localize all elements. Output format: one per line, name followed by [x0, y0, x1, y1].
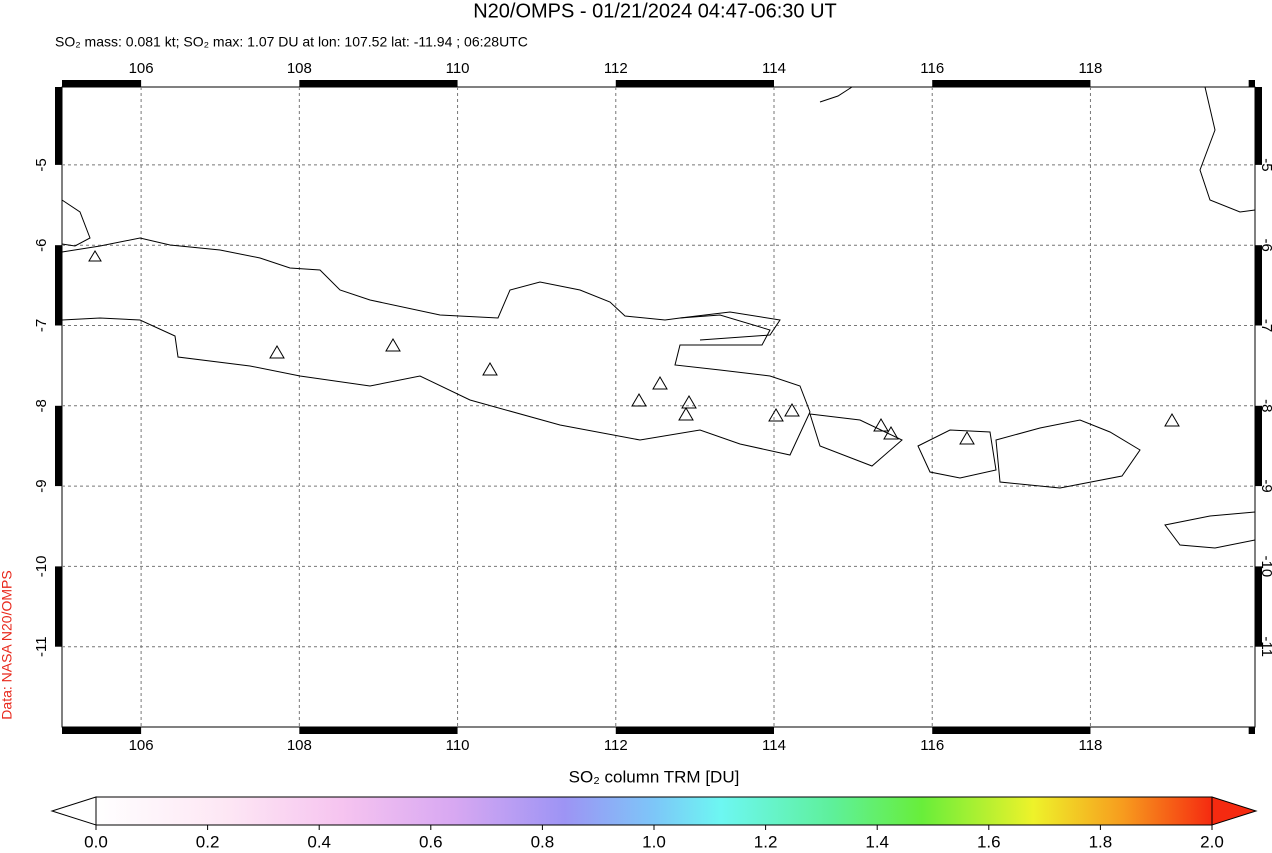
frame-bar: [55, 87, 62, 165]
lat-tick-label: -7: [1258, 319, 1272, 332]
java-coast: [61, 237, 811, 456]
lon-tick-label: 112: [604, 737, 628, 754]
colorbar-tick-label: 0.2: [196, 832, 220, 851]
lat-tick-label: -11: [33, 636, 50, 657]
flores-coast: [1164, 511, 1256, 549]
map-frame: [61, 86, 1256, 728]
lon-tick-label: 114: [762, 737, 786, 754]
lon-tick-label: 118: [1078, 737, 1102, 754]
lat-tick-label: -9: [33, 479, 50, 492]
title: N20/OMPS - 01/21/2024 04:47-06:30 UT: [473, 0, 837, 22]
lon-tick-label: 108: [287, 737, 312, 754]
colorbar-over: [1211, 796, 1258, 826]
colorbar-tick-label: 0.0: [84, 832, 108, 851]
colorbar-tick-label: 0.8: [531, 832, 555, 851]
frame-bar: [615, 727, 775, 734]
frame-bar: [1255, 87, 1262, 165]
lon-tick-label: 110: [446, 737, 470, 754]
lon-tick-label: 118: [1078, 60, 1102, 77]
lat-tick-label: -6: [1258, 239, 1272, 252]
frame-bar: [1255, 566, 1262, 647]
frame-bar: [55, 405, 62, 487]
frame-bar: [615, 80, 775, 87]
frame-bar: [55, 245, 62, 326]
bali-coast: [809, 413, 903, 467]
frame-bar: [932, 727, 1091, 734]
sumatra-coast: [61, 199, 91, 247]
lon-tick-label: 110: [446, 60, 470, 77]
colorbar-tick-label: 1.8: [1089, 832, 1113, 851]
lon-tick-label: 106: [129, 737, 154, 754]
madura-coast: [679, 311, 781, 341]
frame-bar: [299, 727, 458, 734]
frame-bar: [1255, 245, 1262, 326]
volcano: [88, 250, 1180, 445]
lat-tick-label: -11: [1258, 636, 1272, 657]
lon-tick-label: 116: [920, 60, 944, 77]
volcanoes: [88, 250, 1180, 445]
colorbar-tick-label: 0.6: [419, 832, 443, 851]
colorbar-label: SO₂ column TRM [DU]: [569, 767, 740, 786]
coastlines: [61, 86, 1256, 549]
colorbar-tick-label: 2.0: [1200, 832, 1224, 851]
frame-bar: [299, 80, 458, 87]
frame-bar: [62, 80, 142, 87]
frame-bar: [932, 80, 1091, 87]
frame-bar: [1248, 727, 1255, 734]
lon-tick-label: 114: [762, 60, 786, 77]
lombok-coast: [917, 429, 997, 479]
lat-tick-label: -8: [1258, 399, 1272, 412]
graticule: [62, 87, 1255, 727]
colorbar-tick-label: 1.4: [865, 832, 889, 851]
lon-tick-label: 116: [920, 737, 944, 754]
lon-tick-label: 108: [287, 60, 312, 77]
lat-tick-label: -5: [33, 158, 50, 171]
subtitle: SO₂ mass: 0.081 kt; SO₂ max: 1.07 DU at …: [55, 34, 528, 50]
lat-tick-label: -10: [1258, 556, 1272, 578]
frame-bar: [55, 566, 62, 647]
frame-bar: [62, 727, 142, 734]
lon-tick-label: 106: [129, 60, 154, 77]
lat-tick-label: -5: [1258, 158, 1272, 171]
lon-tick-label: 112: [604, 60, 628, 77]
colorbar-tick-label: 1.6: [977, 832, 1001, 851]
colorbar-under: [50, 796, 97, 826]
colorbar: [95, 796, 1213, 826]
frame-bar: [1255, 405, 1262, 487]
colorbar-tick-label: 1.2: [754, 832, 778, 851]
borneo-coast: [819, 86, 1256, 213]
colorbar-tick-label: 1.0: [642, 832, 666, 851]
lat-tick-label: -6: [33, 239, 50, 252]
sumbawa-coast: [995, 419, 1141, 489]
lat-tick-label: -7: [33, 319, 50, 332]
frame-bar: [1248, 80, 1255, 87]
colorbar-tick-label: 0.4: [307, 832, 331, 851]
lat-tick-label: -9: [1258, 479, 1272, 492]
lat-tick-label: -10: [33, 556, 50, 578]
lat-tick-label: -8: [33, 399, 50, 412]
credit: Data: NASA N20/OMPS: [0, 570, 15, 719]
